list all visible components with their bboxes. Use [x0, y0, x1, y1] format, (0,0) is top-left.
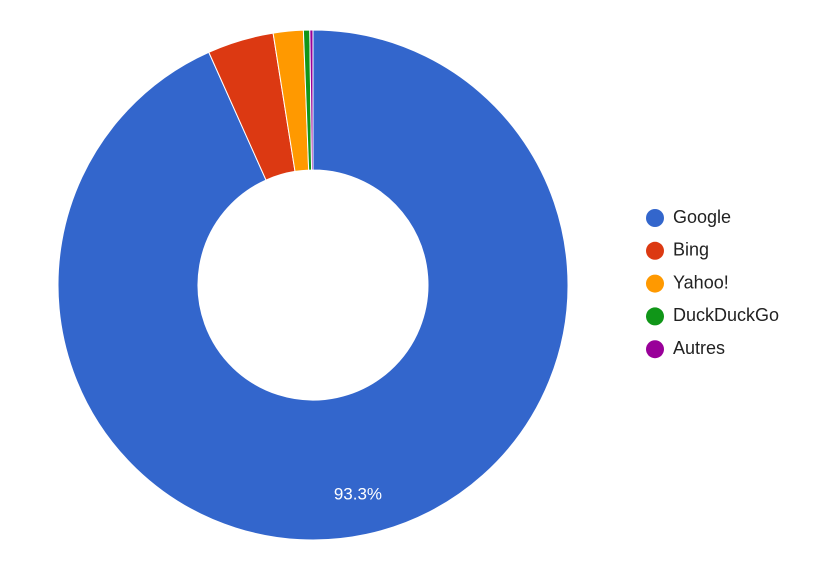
legend-swatch — [646, 274, 664, 293]
legend-swatch — [646, 209, 664, 227]
legend-entry: Google — [673, 207, 731, 227]
legend-entry: Autres — [673, 338, 725, 358]
legend-swatch — [646, 340, 664, 359]
value-label: 93.3% — [334, 485, 382, 504]
slice — [57, 29, 569, 541]
slice — [309, 29, 314, 171]
legend-swatch — [646, 241, 664, 260]
legend-entry: DuckDuckGo — [673, 305, 779, 325]
legend-swatch — [646, 307, 664, 326]
legend-entry: Bing — [673, 240, 709, 260]
legend-entry: Yahoo! — [673, 272, 729, 292]
